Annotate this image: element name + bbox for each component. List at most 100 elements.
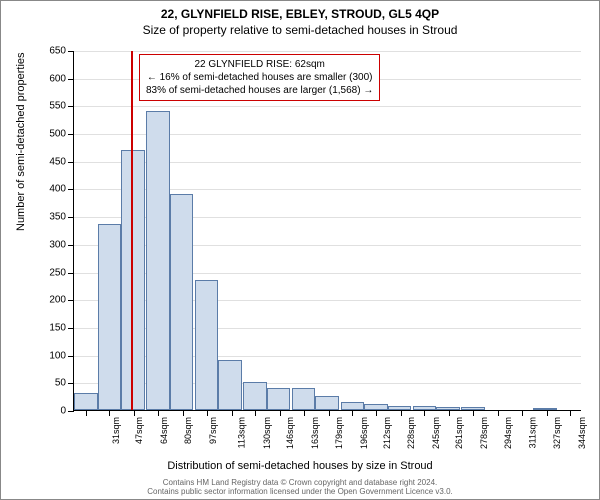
x-tick <box>232 410 233 416</box>
y-tick-label: 600 <box>36 73 66 84</box>
x-tick-label: 212sqm <box>382 417 392 449</box>
x-tick <box>401 410 402 416</box>
x-tick-label: 47sqm <box>134 417 144 444</box>
y-tick-label: 400 <box>36 184 66 195</box>
y-tick <box>68 356 74 357</box>
y-tick <box>68 217 74 218</box>
y-tick <box>68 328 74 329</box>
grid-line <box>74 51 581 52</box>
x-tick-label: 294sqm <box>503 417 513 449</box>
x-tick <box>498 410 499 416</box>
y-tick-label: 200 <box>36 295 66 306</box>
x-tick <box>449 410 450 416</box>
x-tick-label: 196sqm <box>359 417 369 449</box>
y-axis-label: Number of semi-detached properties <box>15 52 27 231</box>
x-tick-label: 97sqm <box>208 417 218 444</box>
x-tick <box>255 410 256 416</box>
y-tick <box>68 51 74 52</box>
y-tick-label: 500 <box>36 129 66 140</box>
title-main: 22, GLYNFIELD RISE, EBLEY, STROUD, GL5 4… <box>1 7 599 21</box>
x-tick <box>473 410 474 416</box>
x-tick <box>207 410 208 416</box>
footer-line2: Contains public sector information licen… <box>1 487 599 497</box>
histogram-bar <box>315 396 339 410</box>
y-tick <box>68 134 74 135</box>
x-tick <box>547 410 548 416</box>
histogram-bar <box>292 388 316 410</box>
y-tick <box>68 189 74 190</box>
x-tick <box>352 410 353 416</box>
histogram-bar <box>388 406 412 410</box>
x-tick <box>376 410 377 416</box>
y-tick-label: 650 <box>36 46 66 57</box>
y-tick <box>68 79 74 80</box>
x-tick <box>134 410 135 416</box>
grid-line <box>74 106 581 107</box>
x-tick <box>86 410 87 416</box>
x-tick-label: 130sqm <box>262 417 272 449</box>
histogram-bar <box>74 393 98 410</box>
x-tick-label: 261sqm <box>454 417 464 449</box>
x-tick-label: 113sqm <box>236 417 246 448</box>
x-tick-label: 146sqm <box>285 417 295 449</box>
histogram-bar <box>341 402 365 410</box>
x-tick-label: 80sqm <box>183 417 193 444</box>
x-tick <box>280 410 281 416</box>
histogram-bar <box>267 388 291 410</box>
histogram-bar <box>436 407 460 410</box>
histogram-bar <box>218 360 242 410</box>
info-box-line3: 83% of semi-detached houses are larger (… <box>146 84 373 97</box>
y-tick-label: 0 <box>36 406 66 417</box>
chart-container: 22, GLYNFIELD RISE, EBLEY, STROUD, GL5 4… <box>0 0 600 500</box>
x-tick <box>570 410 571 416</box>
y-tick-label: 550 <box>36 101 66 112</box>
histogram-bar <box>243 382 267 410</box>
x-tick-label: 163sqm <box>310 417 320 449</box>
x-tick <box>424 410 425 416</box>
x-tick-label: 228sqm <box>406 417 416 449</box>
x-tick <box>329 410 330 416</box>
x-tick-label: 31sqm <box>111 417 121 444</box>
plot-area: 0501001502002503003504004505005506006503… <box>73 51 581 411</box>
footer: Contains HM Land Registry data © Crown c… <box>1 478 599 497</box>
y-tick <box>68 383 74 384</box>
x-tick <box>109 410 110 416</box>
y-tick <box>68 106 74 107</box>
x-tick-label: 179sqm <box>334 417 344 449</box>
y-tick-label: 350 <box>36 212 66 223</box>
info-box-line1: 22 GLYNFIELD RISE: 62sqm <box>146 58 373 71</box>
y-tick-label: 300 <box>36 239 66 250</box>
y-tick-label: 150 <box>36 322 66 333</box>
y-tick <box>68 411 74 412</box>
y-tick <box>68 273 74 274</box>
footer-line1: Contains HM Land Registry data © Crown c… <box>1 478 599 488</box>
x-tick <box>522 410 523 416</box>
histogram-bar <box>146 111 170 410</box>
x-tick <box>304 410 305 416</box>
histogram-bar <box>98 224 122 410</box>
x-tick <box>158 410 159 416</box>
x-tick-label: 245sqm <box>431 417 441 449</box>
y-tick <box>68 245 74 246</box>
histogram-bar <box>170 194 194 410</box>
marker-line <box>131 51 133 410</box>
x-tick-label: 278sqm <box>480 417 490 449</box>
info-box: 22 GLYNFIELD RISE: 62sqm← 16% of semi-de… <box>139 54 380 101</box>
title-sub: Size of property relative to semi-detach… <box>1 23 599 37</box>
y-tick-label: 100 <box>36 350 66 361</box>
y-tick-label: 250 <box>36 267 66 278</box>
y-tick-label: 450 <box>36 156 66 167</box>
x-tick <box>183 410 184 416</box>
x-tick-label: 344sqm <box>577 417 587 449</box>
y-tick <box>68 300 74 301</box>
histogram-bar <box>195 280 219 410</box>
y-tick <box>68 162 74 163</box>
y-tick-label: 50 <box>36 378 66 389</box>
x-tick-label: 64sqm <box>159 417 169 444</box>
plot: 0501001502002503003504004505005506006503… <box>73 51 581 411</box>
info-box-line2: ← 16% of semi-detached houses are smalle… <box>146 71 373 84</box>
x-tick-label: 327sqm <box>552 417 562 449</box>
x-axis-label: Distribution of semi-detached houses by … <box>1 460 599 472</box>
x-tick-label: 311sqm <box>527 417 537 448</box>
histogram-bar <box>533 408 557 410</box>
